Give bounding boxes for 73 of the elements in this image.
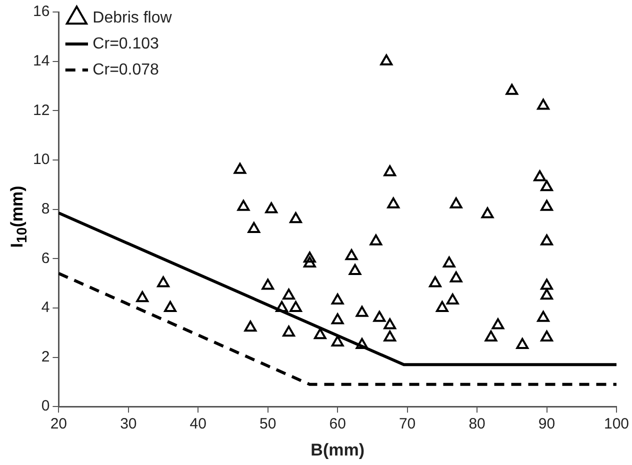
legend-label: Debris flow: [92, 9, 172, 26]
point: [265, 202, 278, 214]
point: [442, 256, 456, 268]
point: [164, 300, 176, 312]
point: [540, 288, 553, 300]
point: [387, 197, 400, 208]
y-tick-label: 8: [41, 200, 50, 218]
point: [450, 197, 462, 208]
point: [540, 330, 553, 342]
point: [290, 212, 302, 224]
y-tick-label: 10: [32, 151, 50, 168]
point: [234, 162, 246, 174]
y-tick-label: 12: [32, 102, 50, 119]
x-tick-label: 70: [398, 416, 416, 433]
legend-label: Cr=0.078: [92, 61, 160, 78]
y-tick-label: 0: [41, 398, 50, 415]
point: [331, 313, 344, 324]
point: [537, 310, 550, 322]
point: [492, 318, 504, 330]
point: [370, 234, 382, 246]
point: [540, 234, 553, 246]
x-tick-label: 90: [538, 416, 556, 433]
point: [373, 310, 386, 322]
y-tick-label: 6: [41, 250, 50, 267]
point: [345, 249, 358, 260]
point: [384, 330, 396, 342]
point: [481, 207, 494, 218]
point: [450, 271, 462, 282]
point: [537, 98, 550, 110]
point: [429, 276, 442, 288]
point: [540, 200, 553, 211]
point: [356, 306, 368, 317]
x-tick-label: 100: [604, 416, 629, 433]
point: [282, 326, 295, 337]
legend-label: Cr=0.103: [92, 35, 160, 52]
point: [534, 170, 546, 182]
point: [157, 276, 170, 288]
point: [290, 300, 302, 312]
x-tick-label: 30: [120, 416, 137, 433]
point: [248, 222, 260, 234]
point: [540, 180, 553, 192]
point: [380, 54, 393, 66]
x-tick-label: 60: [329, 416, 346, 433]
point: [506, 84, 518, 95]
point: [304, 256, 316, 268]
point: [331, 335, 344, 346]
y-tick-label: 16: [32, 3, 50, 20]
point: [384, 318, 396, 330]
point: [446, 294, 459, 305]
point: [136, 291, 149, 302]
y-tick-label: 2: [41, 348, 50, 366]
y-tick-label: 4: [41, 299, 50, 316]
x-tick-label: 80: [468, 416, 486, 433]
point: [304, 252, 316, 263]
point: [348, 264, 362, 275]
point: [331, 294, 344, 305]
point: [436, 300, 448, 312]
point: [276, 300, 288, 312]
point: [244, 320, 257, 332]
point: [484, 330, 498, 342]
x-tick-label: 50: [260, 416, 276, 433]
point: [262, 278, 274, 290]
x-axis-title: B(mm): [310, 440, 365, 460]
point: [237, 200, 250, 211]
point: [384, 165, 396, 176]
x-tick-label: 20: [50, 416, 68, 433]
point: [516, 338, 529, 349]
point: [540, 278, 553, 290]
point: [314, 328, 326, 340]
point: [356, 338, 368, 349]
point: [282, 288, 295, 300]
y-tick-label: 14: [32, 52, 50, 70]
x-tick-label: 40: [190, 416, 206, 433]
